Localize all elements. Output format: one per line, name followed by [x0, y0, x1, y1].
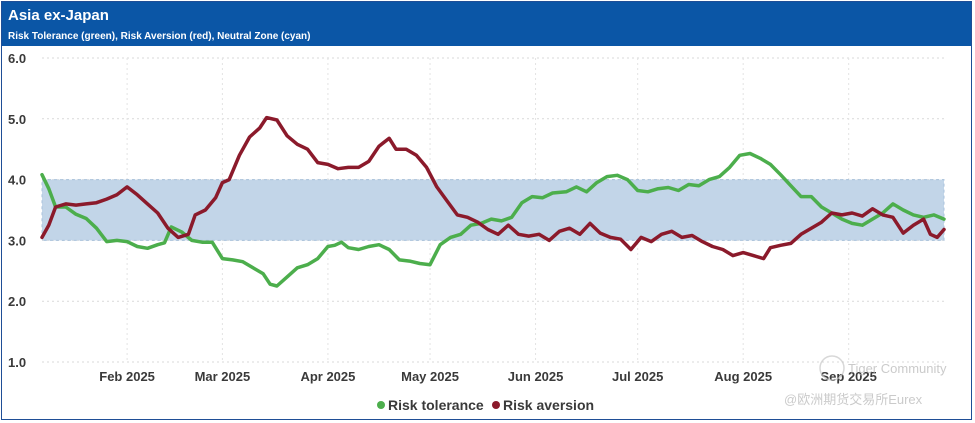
watermark-community: Tiger Community	[848, 361, 947, 376]
x-tick-label: Apr 2025	[300, 369, 355, 384]
x-tick-label: Mar 2025	[195, 369, 251, 384]
tiger-logo-icon	[819, 355, 845, 381]
series	[40, 115, 946, 288]
chart-subtitle: Risk Tolerance (green), Risk Aversion (r…	[8, 31, 311, 42]
x-tick-label: Aug 2025	[714, 369, 772, 384]
legend-aversion-label: Risk aversion	[503, 397, 594, 413]
watermark-source: @欧洲期货交易所Eurex	[784, 392, 923, 407]
x-tick-label: Jun 2025	[508, 369, 564, 384]
y-tick-label: 5.0	[8, 112, 26, 127]
legend-tolerance-marker	[377, 401, 385, 409]
y-tick-label: 1.0	[8, 355, 26, 370]
y-tick-label: 6.0	[8, 51, 26, 66]
x-axis-ticks: Feb 2025 Mar 2025 Apr 2025 May 2025 Jun 2025…	[99, 369, 877, 384]
x-tick-label: May 2025	[401, 369, 459, 384]
y-tick-label: 2.0	[8, 294, 26, 309]
risk-tolerance-line	[40, 151, 946, 288]
y-tick-label: 4.0	[8, 173, 26, 188]
x-tick-label: Feb 2025	[99, 369, 155, 384]
legend-aversion-marker	[492, 401, 500, 409]
legend-tolerance-label: Risk tolerance	[388, 397, 484, 413]
watermark: Tiger Community @欧洲期货交易所Eurex	[784, 355, 947, 407]
legend: Risk tolerance Risk aversion	[377, 397, 594, 413]
chart-header: Asia ex-Japan Risk Tolerance (green), Ri…	[2, 2, 971, 46]
y-axis-ticks: 6.0 5.0 4.0 3.0 2.0 1.0	[8, 51, 26, 370]
risk-aversion-line	[40, 115, 946, 261]
y-tick-label: 3.0	[8, 233, 26, 248]
chart-title: Asia ex-Japan	[8, 7, 109, 24]
x-tick-label: Jul 2025	[612, 369, 663, 384]
